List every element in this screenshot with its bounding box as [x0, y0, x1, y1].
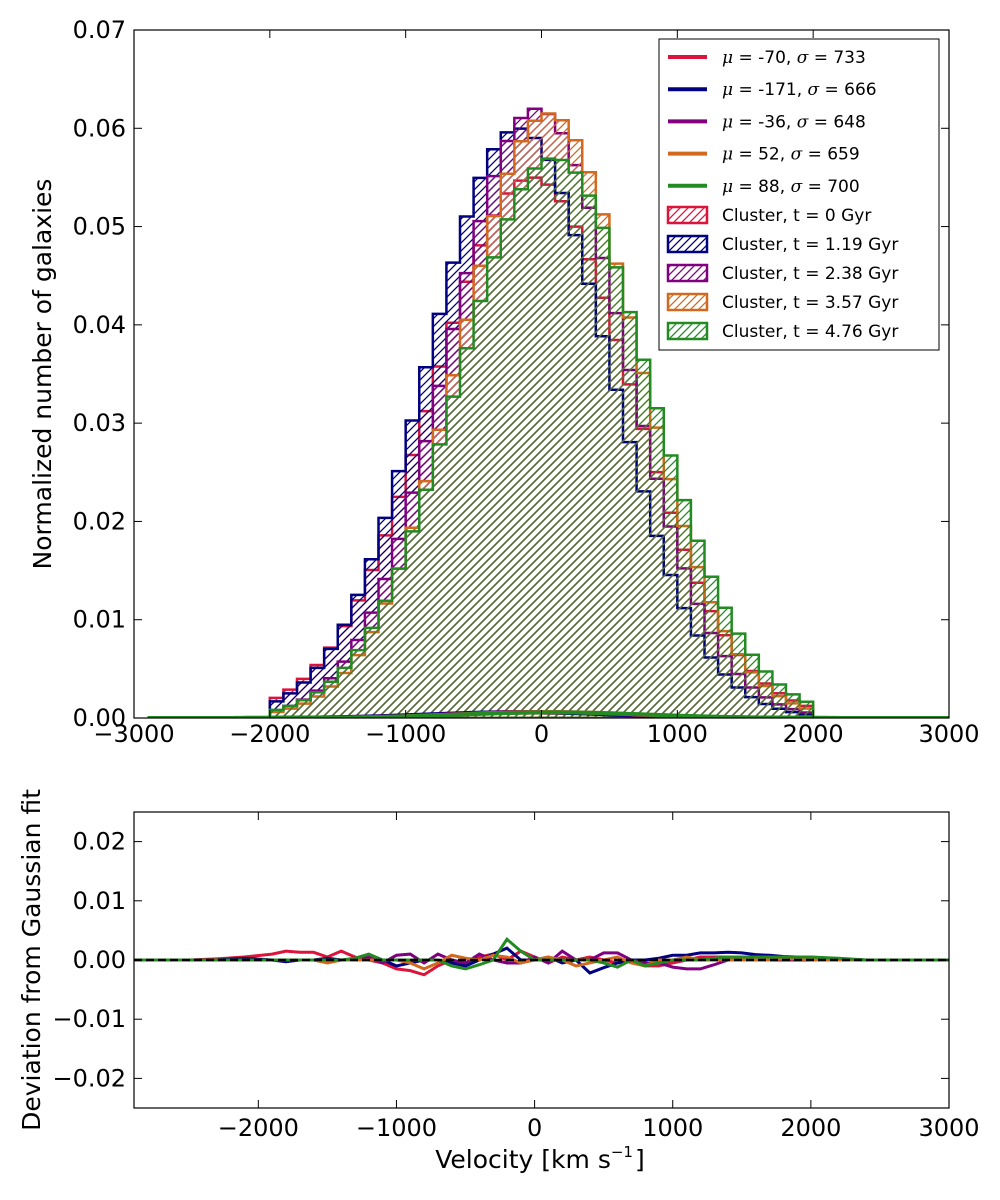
histogram-bars — [268, 107, 815, 718]
bottom-y-axis-title: Deviation from Gaussian fit — [17, 789, 46, 1131]
bottom-y-tick-label: 0.01 — [73, 887, 126, 915]
top-y-tick-label: 0.00 — [73, 704, 126, 732]
top-y-tick-label: 0.03 — [73, 409, 126, 437]
bottom-x-tick-label: −2000 — [218, 1114, 299, 1142]
bottom-x-tick-label: 2000 — [780, 1114, 841, 1142]
legend-fit-label: μ = -171, σ = 666 — [722, 80, 877, 100]
bottom-y-tick-label: −0.02 — [52, 1064, 126, 1092]
legend-hist-swatch — [666, 321, 709, 341]
top-x-tick-label: −3000 — [93, 720, 174, 748]
top-y-tick-label: 0.07 — [73, 16, 126, 44]
top-x-tick-label: 3000 — [918, 720, 979, 748]
bottom-y-tick-label: −0.01 — [52, 1005, 126, 1033]
bottom-y-ticks: −0.02 −0.01 0.00 0.01 0.02 — [52, 828, 949, 1092]
legend: μ = -70, σ = 733 μ = -171, σ = 666 μ = -36… — [658, 38, 940, 351]
legend-hist-swatch — [666, 205, 709, 225]
legend-fit-label: μ = 52, σ = 659 — [722, 145, 860, 165]
top-x-tick-label: 2000 — [783, 720, 844, 748]
top-x-ticks: −3000 −2000 −1000 0 1000 2000 3000 — [93, 30, 980, 748]
legend-hist-label: Cluster, t = 0 Gyr — [722, 206, 871, 226]
bottom-x-ticks: −2000 −1000 0 1000 2000 3000 — [218, 812, 980, 1142]
top-y-tick-label: 0.06 — [73, 114, 126, 142]
residual-lines — [134, 937, 949, 977]
legend-hist-label: Cluster, t = 2.38 Gyr — [722, 264, 898, 284]
legend-fit-label: μ = -36, σ = 648 — [722, 112, 866, 132]
legend-hist-label: Cluster, t = 4.76 Gyr — [722, 322, 898, 342]
histogram-panel: −3000 −2000 −1000 0 1000 2000 3000 0.000.010.0… — [28, 16, 980, 748]
top-x-tick-label: −1000 — [365, 720, 446, 748]
bottom-x-tick-label: −1000 — [356, 1114, 437, 1142]
bottom-y-tick-label: 0.00 — [73, 946, 126, 974]
top-x-tick-label: 0 — [534, 720, 549, 748]
top-y-axis-title: Normalized number of galaxies — [28, 179, 57, 570]
legend-hist-swatch — [666, 263, 709, 283]
bottom-x-tick-label: 0 — [527, 1114, 542, 1142]
legend-histogram-entries: Cluster, t = 0 Gyr Cluster, t = 1.19 Gyr C… — [666, 205, 898, 342]
legend-fit-entries: μ = -70, σ = 733 μ = -171, σ = 666 μ = -36… — [668, 48, 877, 197]
residual-panel: −2000 −1000 0 1000 2000 3000 −0.02 −0.01 0.00 0.… — [17, 789, 980, 1174]
bottom-x-tick-label: 1000 — [642, 1114, 703, 1142]
legend-hist-swatch — [666, 292, 709, 312]
top-x-tick-label: 1000 — [647, 720, 708, 748]
legend-fit-label: μ = 88, σ = 700 — [722, 177, 860, 197]
histogram-4 — [268, 157, 815, 718]
legend-hist-label: Cluster, t = 3.57 Gyr — [722, 293, 898, 313]
top-y-tick-label: 0.01 — [73, 606, 126, 634]
top-y-tick-label: 0.02 — [73, 507, 126, 535]
legend-hist-label: Cluster, t = 1.19 Gyr — [722, 235, 898, 255]
legend-fit-label: μ = -70, σ = 733 — [722, 48, 866, 68]
bottom-y-tick-label: 0.02 — [73, 828, 126, 856]
legend-hist-swatch — [666, 234, 709, 254]
bottom-x-tick-label: 3000 — [918, 1114, 979, 1142]
top-y-tick-label: 0.05 — [73, 213, 126, 241]
top-y-tick-label: 0.04 — [73, 311, 126, 339]
top-x-tick-label: −2000 — [229, 720, 310, 748]
bottom-x-axis-title: Velocity [km s−1] — [435, 1143, 644, 1174]
top-y-ticks: 0.00 0.01 0.02 0.03 0.04 0.05 0.06 0.07 — [73, 16, 949, 732]
